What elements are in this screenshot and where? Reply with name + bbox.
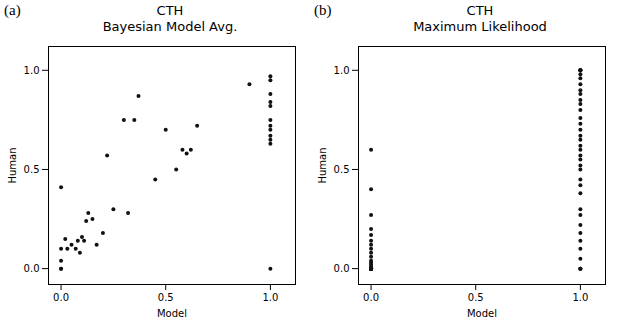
svg-text:1.0: 1.0 — [334, 65, 350, 76]
svg-text:Human: Human — [317, 147, 328, 183]
svg-text:Model: Model — [467, 308, 497, 319]
svg-text:1.0: 1.0 — [262, 292, 278, 303]
html-text:CTH Maximum Likelihood: CTH Maximum Likelihood — [413, 3, 547, 34]
svg-text:Model: Model — [157, 308, 187, 319]
svg-text:0.0: 0.0 — [334, 263, 350, 274]
svg-text:1.0: 1.0 — [24, 65, 40, 76]
html-text:CTH Bayesian Model Avg.: CTH Bayesian Model Avg. — [102, 3, 238, 34]
svg-text:0.5: 0.5 — [334, 164, 350, 175]
svg-text:0.5: 0.5 — [158, 292, 174, 303]
svg-text:0.5: 0.5 — [24, 164, 40, 175]
svg-text:Human: Human — [7, 147, 18, 183]
svg-text:0.0: 0.0 — [363, 292, 379, 303]
svg-text:0.5: 0.5 — [468, 292, 484, 303]
html-text:(b): (b) — [314, 2, 332, 18]
svg-text:0.0: 0.0 — [24, 263, 40, 274]
svg-text:1.0: 1.0 — [572, 292, 588, 303]
html-text:(a): (a) — [4, 2, 21, 18]
svg-text:0.0: 0.0 — [53, 292, 69, 303]
